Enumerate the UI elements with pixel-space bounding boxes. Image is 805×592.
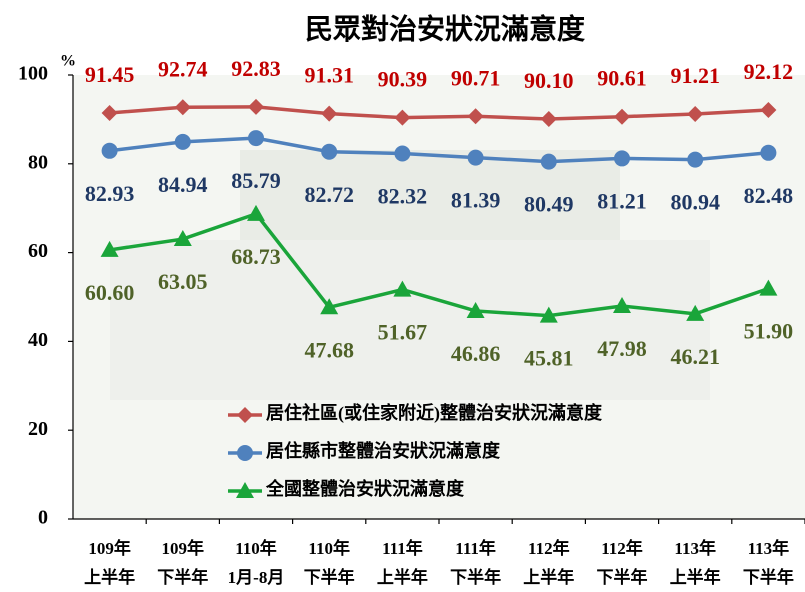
legend-label: 居住社區(或住家附近)整體治安狀況滿意度	[266, 402, 603, 424]
data-label: 46.21	[670, 344, 720, 369]
data-label: 91.31	[304, 63, 354, 88]
data-label: 92.12	[744, 59, 794, 84]
data-label: 81.39	[451, 188, 501, 213]
data-label: 81.21	[597, 188, 647, 213]
y-tick-label: 80	[28, 151, 48, 173]
marker	[687, 152, 703, 168]
data-label: 91.21	[670, 63, 720, 88]
data-label: 84.94	[158, 172, 208, 197]
marker	[321, 144, 337, 160]
x-tick-label: 113年上半年	[670, 538, 721, 587]
y-unit: %	[60, 53, 76, 70]
x-tick-label: 112年上半年	[523, 538, 574, 587]
data-label: 82.48	[744, 183, 794, 208]
chart-title: 民眾對治安狀況滿意度	[305, 12, 585, 45]
data-label: 63.05	[158, 269, 208, 294]
data-label: 47.98	[597, 336, 647, 361]
y-tick-label: 100	[18, 63, 48, 85]
legend-marker	[237, 445, 253, 461]
x-tick-label: 109年下半年	[157, 538, 208, 587]
data-label: 80.49	[524, 192, 574, 217]
marker	[175, 134, 191, 150]
data-label: 80.94	[670, 190, 720, 215]
marker	[102, 143, 118, 159]
data-label: 91.45	[85, 62, 135, 87]
legend-label: 全國整體治安狀況滿意度	[265, 478, 465, 499]
data-label: 92.74	[158, 56, 208, 81]
data-label: 46.86	[451, 341, 501, 366]
data-label: 90.10	[524, 68, 574, 93]
data-label: 92.83	[231, 56, 281, 81]
y-tick-label: 40	[28, 329, 48, 351]
x-tick-label: 111年上半年	[377, 538, 428, 587]
data-label: 82.93	[85, 181, 135, 206]
marker	[248, 130, 264, 146]
x-tick-label: 112年下半年	[597, 538, 648, 587]
data-label: 82.72	[304, 182, 354, 207]
y-tick-label: 60	[28, 240, 48, 262]
data-label: 85.79	[231, 168, 281, 193]
x-tick-label: 109年上半年	[84, 538, 135, 587]
data-label: 45.81	[524, 346, 574, 371]
data-label: 68.73	[231, 244, 281, 269]
data-label: 60.60	[85, 280, 135, 305]
data-label: 90.71	[451, 65, 501, 90]
y-tick-label: 20	[28, 418, 48, 440]
data-label: 90.39	[378, 67, 428, 92]
x-tick-label: 111年下半年	[450, 538, 501, 587]
chart: 民眾對治安狀況滿意度 % 0 20 40 60 80 100 109年上半年 109年下半年 1…	[0, 0, 805, 592]
y-tick-label: 0	[38, 507, 48, 529]
page: {"chart_data": {"type": "line", "title":…	[0, 0, 805, 592]
legend-label: 居住縣市整體治安狀況滿意度	[266, 440, 501, 461]
marker	[760, 145, 776, 161]
x-tick-label: 110年下半年	[304, 538, 355, 587]
data-label: 47.68	[304, 337, 354, 362]
data-label: 90.61	[597, 66, 647, 91]
data-label: 51.67	[378, 320, 428, 345]
marker	[468, 150, 484, 166]
data-label: 51.90	[744, 319, 794, 344]
marker	[394, 145, 410, 161]
marker	[541, 154, 557, 170]
x-tick-label: 113年下半年	[743, 538, 794, 587]
marker	[614, 150, 630, 166]
data-label: 82.32	[378, 184, 428, 209]
